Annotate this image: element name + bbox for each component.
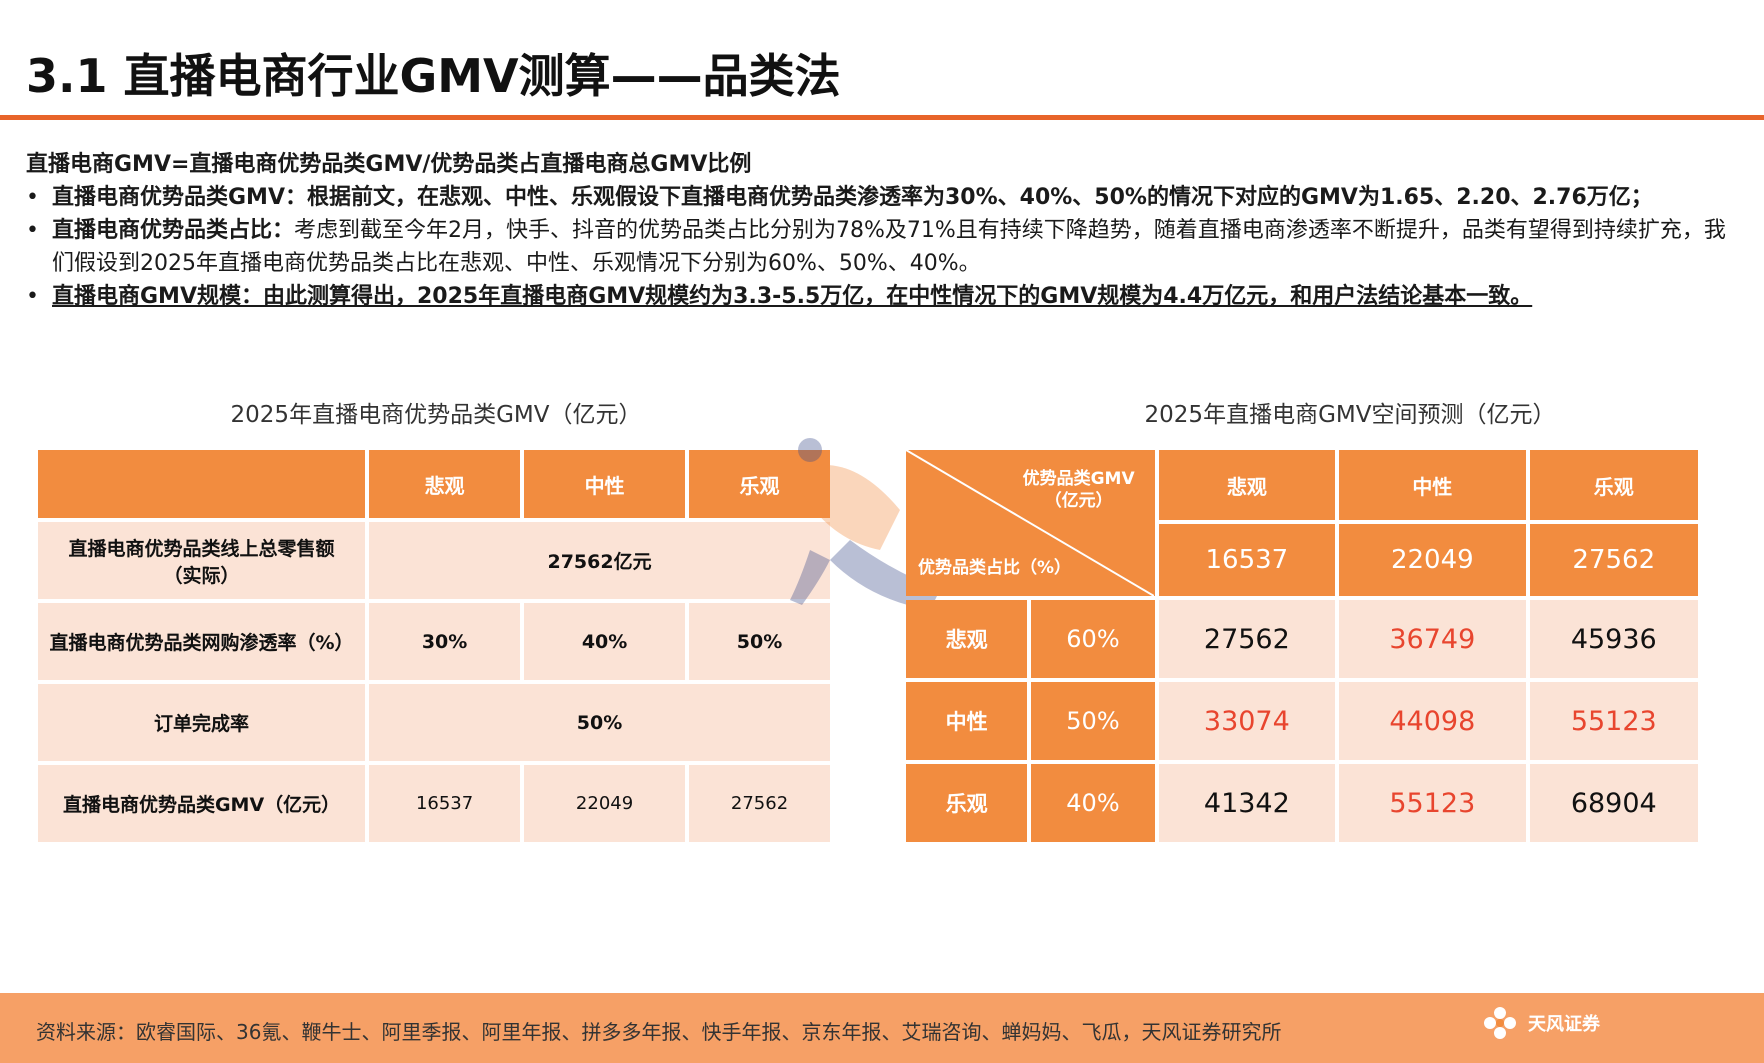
corner-top-label: 优势品类GMV （亿元） bbox=[1023, 468, 1135, 512]
left-header-neutral: 中性 bbox=[524, 450, 686, 518]
logo-text: 天风证券 bbox=[1528, 1014, 1600, 1035]
scenario-neutral: 中性 bbox=[906, 682, 1028, 760]
row-label-completion: 订单完成率 bbox=[38, 684, 366, 761]
scenario-pessimistic: 悲观 bbox=[906, 600, 1028, 678]
penetration-optimistic: 50% bbox=[689, 603, 830, 680]
penetration-neutral: 40% bbox=[524, 603, 686, 680]
corner-bottom-label: 优势品类占比（%） bbox=[918, 558, 1072, 578]
footer-bar bbox=[0, 993, 1764, 1063]
left-header-optimistic: 乐观 bbox=[689, 450, 830, 518]
company-logo: 天风证券 bbox=[1480, 1003, 1600, 1043]
value-cell: 27562 bbox=[1158, 600, 1336, 678]
left-corner-cell bbox=[38, 450, 366, 518]
gmv-pessimistic: 16537 bbox=[369, 765, 521, 842]
ratio-50: 50% bbox=[1031, 682, 1155, 760]
intro-section: 直播电商GMV=直播电商优势品类GMV/优势品类占直播电商总GMV比例 直播电商… bbox=[26, 148, 1746, 313]
value-cell: 45936 bbox=[1529, 600, 1698, 678]
right-table: 优势品类GMV （亿元） 优势品类占比（%） 悲观 中性 乐观 16537 22… bbox=[902, 446, 1702, 846]
bullet-gmv: 直播电商优势品类GMV：根据前文，在悲观、中性、乐观假设下直播电商优势品类渗透率… bbox=[26, 181, 1746, 214]
bullet-scale-text: 直播电商GMV规模：由此测算得出，2025年直播电商GMV规模约为3.3-5.5… bbox=[52, 284, 1533, 309]
bullet-share: 直播电商优势品类占比：考虑到截至今年2月，快手、抖音的优势品类占比分别为78%及… bbox=[26, 214, 1746, 280]
flower-logo-icon bbox=[1484, 1007, 1516, 1039]
bullet-share-term: 直播电商优势品类占比： bbox=[52, 218, 295, 243]
left-table-caption: 2025年直播电商优势品类GMV（亿元） bbox=[230, 402, 642, 428]
right-header-optimistic: 乐观 bbox=[1529, 450, 1698, 520]
gmv-neutral: 22049 bbox=[524, 765, 686, 842]
value-cell: 44098 bbox=[1339, 682, 1526, 760]
gmv-header-pessimistic: 16537 bbox=[1158, 524, 1336, 596]
formula-heading: 直播电商GMV=直播电商优势品类GMV/优势品类占直播电商总GMV比例 bbox=[26, 152, 752, 177]
retail-value: 27562亿元 bbox=[369, 522, 830, 599]
bullet-gmv-text: 根据前文，在悲观、中性、乐观假设下直播电商优势品类渗透率为30%、40%、50%… bbox=[306, 185, 1653, 210]
ratio-40: 40% bbox=[1031, 764, 1155, 842]
value-cell: 33074 bbox=[1158, 682, 1336, 760]
row-label-retail: 直播电商优势品类线上总零售额（实际） bbox=[38, 522, 366, 599]
value-cell: 68904 bbox=[1529, 764, 1698, 842]
gmv-header-optimistic: 27562 bbox=[1529, 524, 1698, 596]
bullet-scale: 直播电商GMV规模：由此测算得出，2025年直播电商GMV规模约为3.3-5.5… bbox=[26, 280, 1746, 313]
bullet-share-text: 考虑到截至今年2月，快手、抖音的优势品类占比分别为78%及71%且有持续下降趋势… bbox=[52, 218, 1726, 276]
diagonal-line bbox=[906, 450, 1154, 596]
completion-value: 50% bbox=[369, 684, 830, 761]
gmv-header-neutral: 22049 bbox=[1339, 524, 1526, 596]
left-header-pessimistic: 悲观 bbox=[369, 450, 521, 518]
right-header-pessimistic: 悲观 bbox=[1158, 450, 1336, 520]
corner-top-line1: 优势品类GMV bbox=[1022, 469, 1135, 489]
row-label-gmv: 直播电商优势品类GMV（亿元） bbox=[38, 765, 366, 842]
page-title: 3.1 直播电商行业GMV测算——品类法 bbox=[26, 49, 841, 103]
title-rule bbox=[0, 115, 1764, 120]
corner-top-line2: （亿元） bbox=[1044, 491, 1113, 511]
right-table-caption: 2025年直播电商GMV空间预测（亿元） bbox=[1144, 402, 1556, 428]
value-cell: 41342 bbox=[1158, 764, 1336, 842]
left-table: 悲观 中性 乐观 直播电商优势品类线上总零售额（实际） 27562亿元 直播电商… bbox=[34, 446, 834, 846]
penetration-pessimistic: 30% bbox=[369, 603, 521, 680]
source-note: 资料来源：欧睿国际、36氪、鞭牛士、阿里季报、阿里年报、拼多多年报、快手年报、京… bbox=[36, 1020, 1282, 1044]
bullet-gmv-term: 直播电商优势品类GMV： bbox=[52, 185, 307, 210]
gmv-optimistic: 27562 bbox=[689, 765, 830, 842]
value-cell: 55123 bbox=[1339, 764, 1526, 842]
right-header-neutral: 中性 bbox=[1339, 450, 1526, 520]
ratio-60: 60% bbox=[1031, 600, 1155, 678]
corner-diagonal-cell: 优势品类GMV （亿元） 优势品类占比（%） bbox=[906, 450, 1155, 596]
scenario-optimistic: 乐观 bbox=[906, 764, 1028, 842]
value-cell: 36749 bbox=[1339, 600, 1526, 678]
value-cell: 55123 bbox=[1529, 682, 1698, 760]
row-label-penetration: 直播电商优势品类网购渗透率（%） bbox=[38, 603, 366, 680]
